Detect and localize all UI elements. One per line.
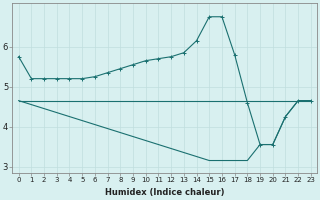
X-axis label: Humidex (Indice chaleur): Humidex (Indice chaleur) [105, 188, 225, 197]
